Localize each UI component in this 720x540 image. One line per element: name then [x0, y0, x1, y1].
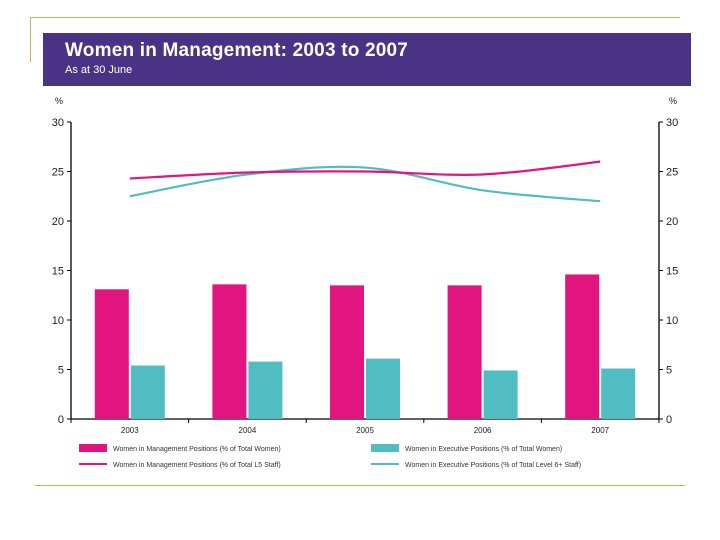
right-tick-label: 10 — [666, 315, 678, 327]
line-management-l5-staff — [129, 160, 601, 180]
right-tick-label: 5 — [666, 365, 672, 377]
legend-bar-management-swatch — [79, 444, 107, 452]
bar-management-2003 — [94, 289, 129, 419]
right-axis-unit: % — [669, 96, 677, 106]
bar-management-2007 — [565, 274, 600, 419]
x-tick-label: 2006 — [474, 426, 492, 435]
chart-banner: Women in Management: 2003 to 2007 As at … — [43, 33, 691, 86]
x-tick-label: 2005 — [356, 426, 374, 435]
bar-management-2005 — [330, 285, 364, 419]
slide-rule-top — [30, 17, 680, 18]
bar-management-2006 — [447, 285, 482, 419]
right-tick-label: 20 — [666, 216, 678, 228]
chart-title: Women in Management: 2003 to 2007 — [65, 40, 409, 61]
left-tick-label: 20 — [52, 216, 64, 228]
right-tick-label: 15 — [666, 266, 678, 278]
left-tick-label: 10 — [52, 315, 64, 327]
bar-executive-2004 — [248, 361, 283, 419]
left-tick-label: 30 — [52, 117, 64, 129]
legend-bar-executive-swatch — [371, 444, 399, 452]
bar-executive-2006 — [483, 370, 518, 419]
right-tick-label: 0 — [666, 414, 672, 426]
bar-management-2004 — [212, 284, 247, 419]
bar-executive-2005 — [366, 358, 400, 419]
legend-line-executive-label: Women in Executive Positions (% of Total… — [405, 462, 581, 469]
left-tick-label: 15 — [52, 266, 64, 278]
line-executive-level6-staff — [129, 165, 601, 203]
legend-bar-management-label: Women in Management Positions (% of Tota… — [113, 446, 281, 453]
x-tick-label: 2003 — [121, 426, 139, 435]
slide-rule-bottom — [35, 485, 685, 486]
chart-figure: Women in Management: 2003 to 2007 As at … — [43, 33, 691, 470]
x-tick-label: 2004 — [239, 426, 257, 435]
chart-subtitle: As at 30 June — [65, 64, 133, 76]
left-tick-label: 5 — [58, 365, 64, 377]
slide-rule-left — [30, 17, 31, 62]
left-tick-label: 25 — [52, 167, 64, 179]
right-tick-label: 25 — [666, 167, 678, 179]
legend-line-management-label: Women in Management Positions (% of Tota… — [113, 462, 281, 469]
bar-executive-2003 — [130, 365, 165, 419]
x-tick-label: 2007 — [591, 426, 609, 435]
chart-plot: % % 0 0 5 5 10 10 15 15 20 20 25 25 30 30 2003 2004 2005 20… — [52, 96, 679, 469]
legend-bar-executive-label: Women in Executive Positions (% of Total… — [405, 446, 562, 453]
left-tick-label: 0 — [58, 414, 64, 426]
left-axis-unit: % — [55, 96, 63, 106]
right-tick-label: 30 — [666, 117, 678, 129]
bar-executive-2007 — [601, 368, 636, 419]
